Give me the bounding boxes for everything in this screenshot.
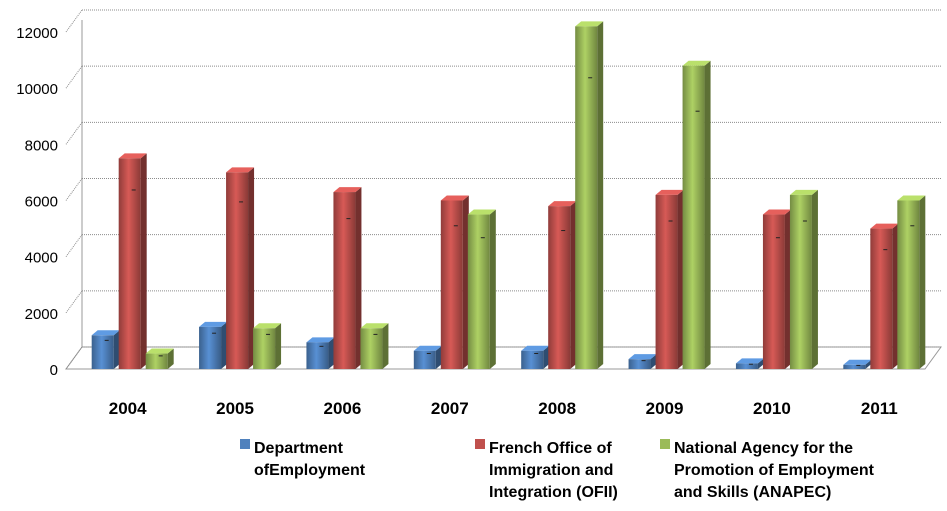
bar — [333, 187, 362, 369]
bar — [735, 358, 764, 369]
bar — [199, 321, 228, 369]
bar — [843, 359, 872, 369]
gridline — [65, 290, 941, 314]
bar — [467, 209, 496, 369]
bar — [548, 201, 577, 369]
legend-swatch-red — [475, 439, 485, 449]
x-axis-ticks: 2004 2005 2006 2007 2008 2009 2010 2011 — [109, 399, 898, 418]
bar — [897, 195, 926, 369]
bar — [145, 348, 174, 369]
bar — [413, 345, 442, 369]
x-tick-label: 2004 — [109, 399, 147, 418]
legend-item-ofii: French Office of Immigration and Integra… — [475, 436, 618, 504]
x-tick-label: 2005 — [216, 399, 254, 418]
bar — [440, 195, 469, 369]
legend-swatch-blue — [240, 439, 250, 449]
bar — [360, 323, 389, 369]
bar — [306, 337, 335, 369]
bar — [870, 223, 899, 369]
legend-swatch-green — [660, 439, 670, 449]
y-tick-label: 0 — [50, 362, 58, 379]
bar — [762, 209, 791, 369]
bar — [655, 189, 684, 369]
bar — [628, 354, 657, 369]
bar — [91, 330, 120, 369]
bar — [682, 60, 711, 369]
bar — [118, 153, 147, 369]
y-tick-label: 12000 — [16, 25, 58, 42]
legend-item-department-of-employment: Department ofEmployment — [240, 436, 365, 482]
legend-label: French Office of Immigration and Integra… — [489, 440, 618, 501]
x-tick-label: 2011 — [861, 399, 898, 418]
bar — [226, 167, 255, 369]
y-tick-label: 2000 — [25, 306, 58, 323]
gridline — [65, 178, 941, 201]
legend-label: Department ofEmployment — [254, 440, 366, 479]
gridline — [65, 9, 941, 33]
gridline — [65, 65, 941, 89]
legend-item-anapec: National Agency for the Promotion of Emp… — [660, 436, 874, 504]
bar — [575, 21, 604, 370]
gridline — [65, 121, 941, 145]
y-tick-label: 4000 — [25, 250, 58, 267]
gridline — [65, 346, 941, 370]
y-tick-label: 8000 — [25, 137, 58, 154]
gridline — [65, 234, 941, 257]
x-tick-label: 2006 — [324, 399, 362, 418]
x-tick-label: 2010 — [753, 399, 791, 418]
x-tick-label: 2009 — [646, 399, 684, 418]
bars — [91, 21, 926, 370]
x-tick-label: 2007 — [431, 399, 469, 418]
bar — [253, 323, 282, 369]
x-tick-label: 2008 — [538, 399, 576, 418]
legend-label: National Agency for the Promotion of Emp… — [674, 440, 874, 501]
y-axis-ticks: 0 2000 4000 6000 8000 10000 12000 — [16, 25, 58, 379]
y-tick-label: 6000 — [25, 194, 58, 211]
legend: Department ofEmployment French Office of… — [0, 436, 947, 511]
bar — [789, 189, 818, 369]
y-tick-label: 10000 — [16, 81, 58, 98]
bar — [521, 345, 550, 369]
